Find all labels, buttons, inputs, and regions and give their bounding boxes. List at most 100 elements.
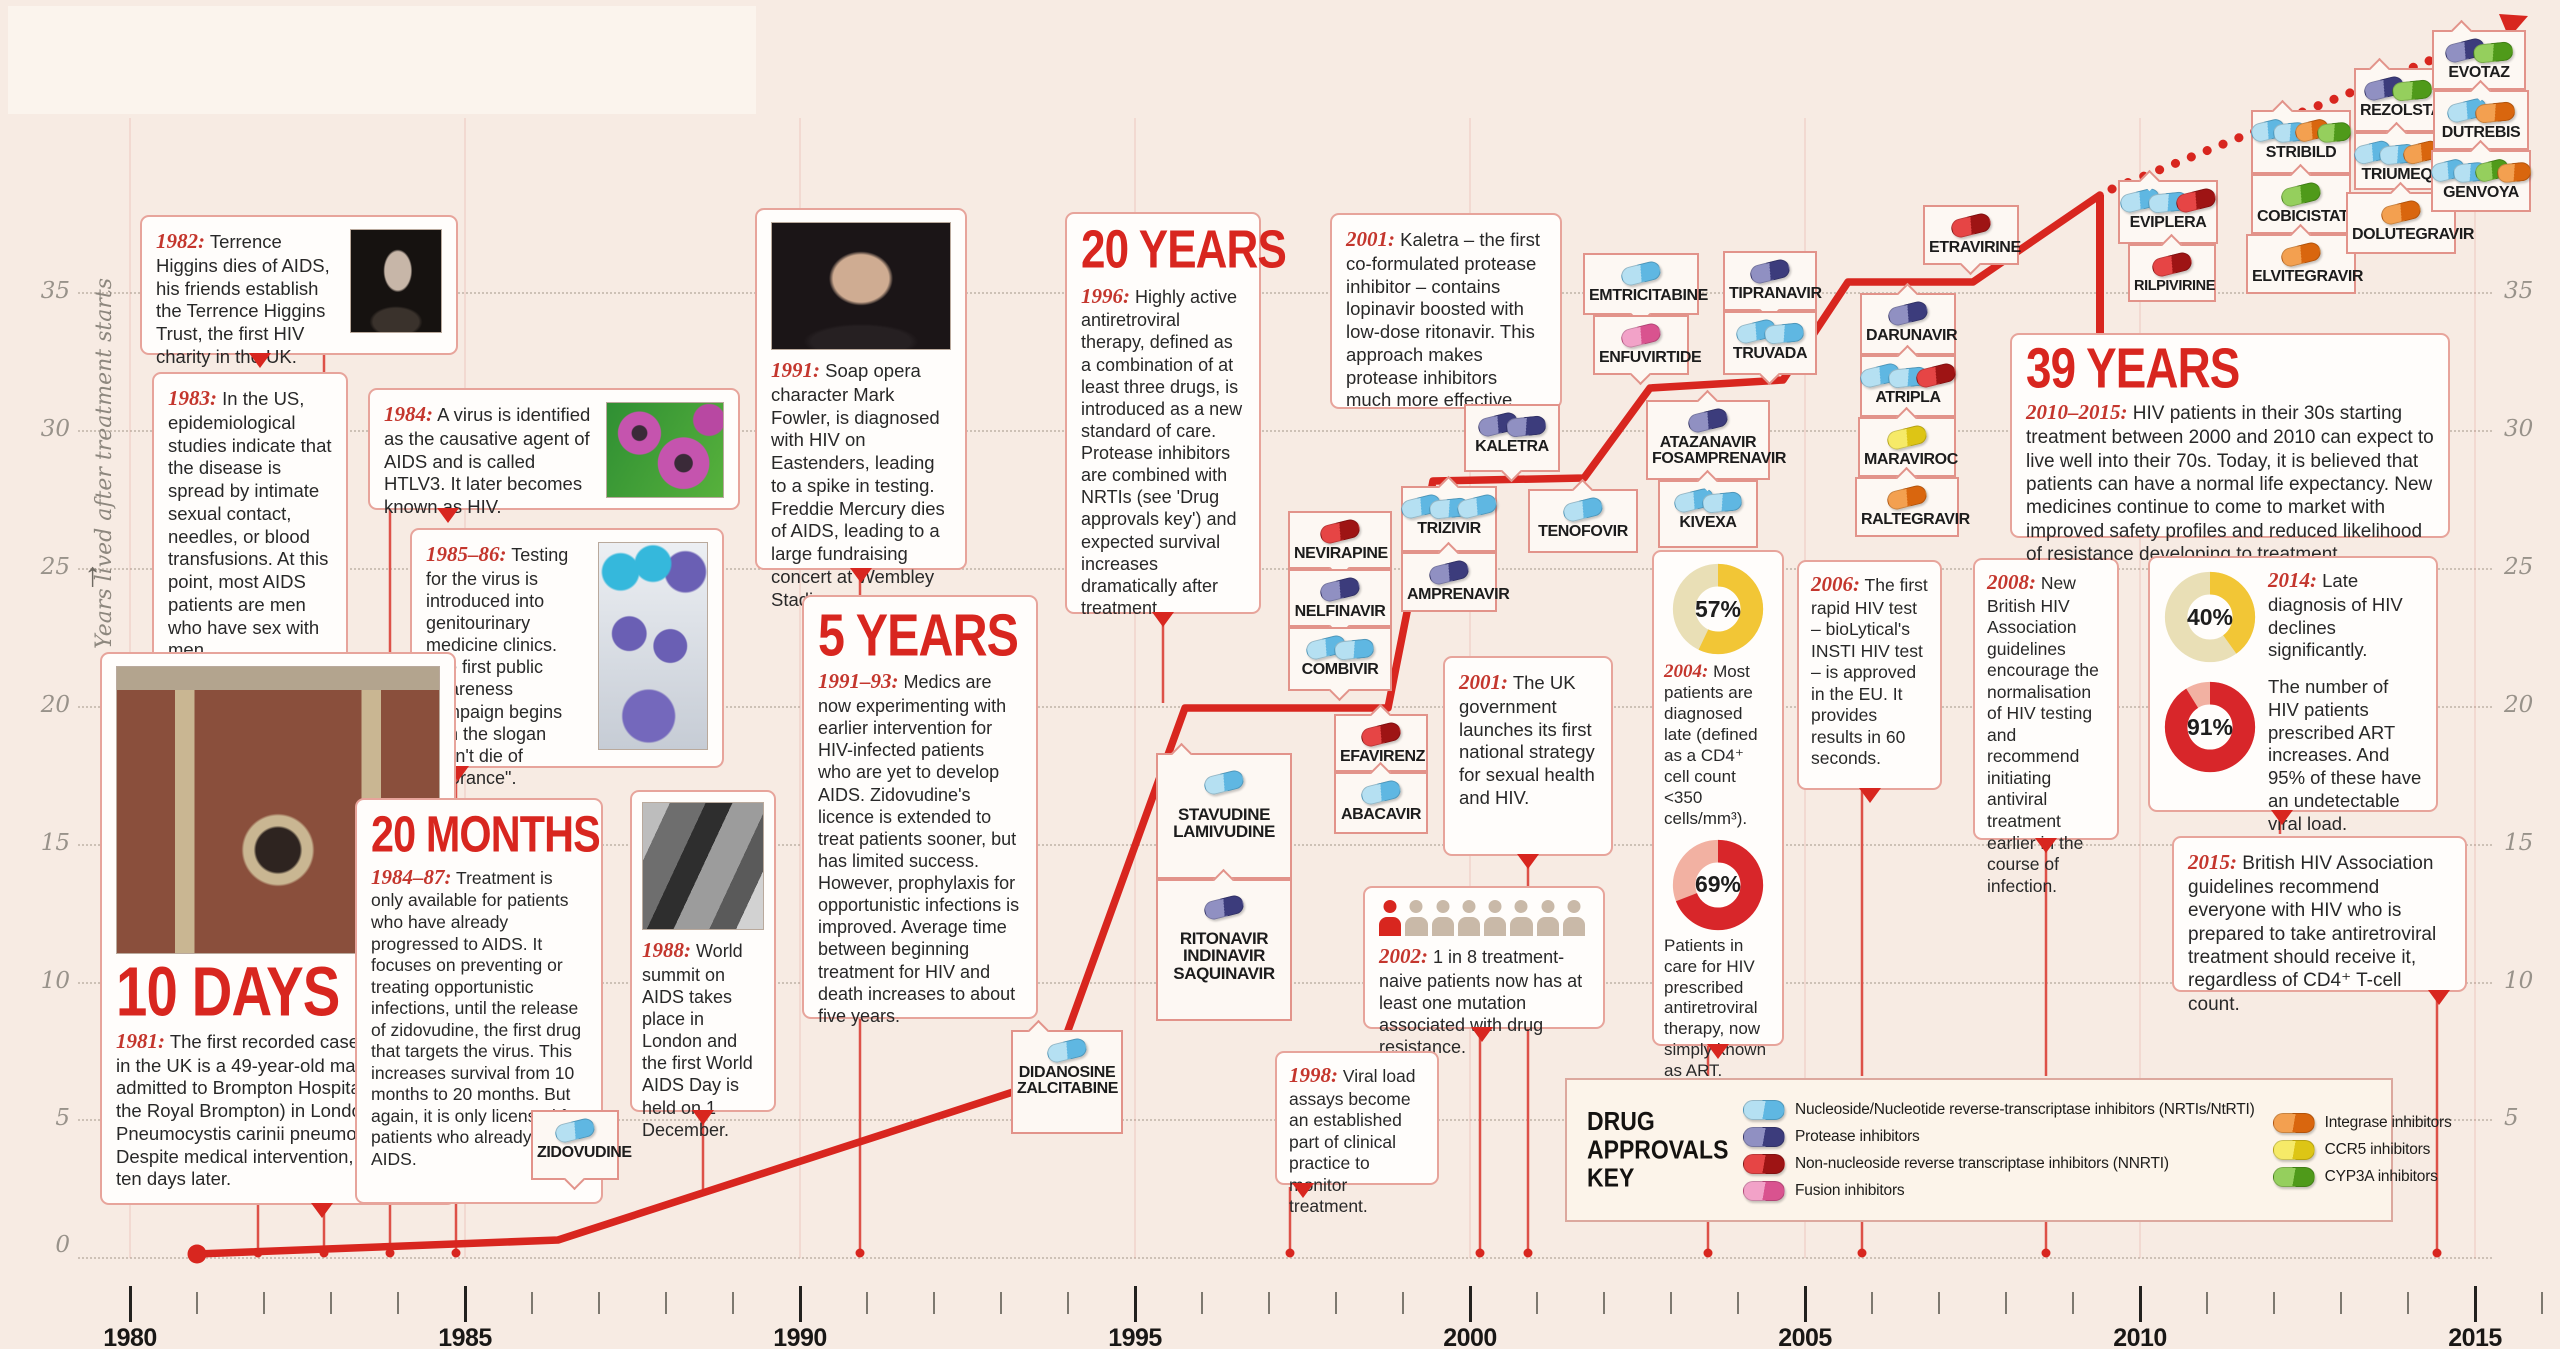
event-2006-box: 2006: The first rapid HIV test – bioLyti… xyxy=(1797,560,1942,803)
nnrti-pill-icon xyxy=(2174,185,2218,215)
vertical-gridline xyxy=(799,118,801,1258)
x-axis-tick xyxy=(1335,1292,1337,1314)
x-axis-tick xyxy=(2541,1292,2543,1314)
drug-callout-nelfinavir: NELFINAVIR xyxy=(1288,569,1392,638)
nrti-pill-icon xyxy=(1455,491,1499,521)
event-2014-box: 40% 91% 2014: Late diagnosis of HIV decl… xyxy=(2148,556,2438,834)
gridline xyxy=(78,1257,2492,1259)
y-axis-label: 20 xyxy=(40,692,70,718)
protease-pill-icon xyxy=(1743,1126,1785,1147)
nrti-pill-icon xyxy=(1333,637,1376,661)
y-axis-label-right: 25 xyxy=(2504,554,2534,580)
x-axis-tick xyxy=(665,1292,667,1314)
x-axis-tick xyxy=(866,1292,868,1314)
x-axis-year: 2015 xyxy=(2448,1324,2502,1349)
x-axis-year: 1985 xyxy=(438,1324,492,1349)
nrti-pill-icon xyxy=(1619,258,1663,288)
x-axis-tick xyxy=(1468,1286,1472,1322)
cyp3a-pill-icon xyxy=(2472,40,2515,64)
headline-10-days: 10 DAYS xyxy=(116,952,340,1031)
y-axis-label-right: 20 xyxy=(2504,692,2534,718)
x-axis-tick xyxy=(598,1292,600,1314)
event-year: 1982: xyxy=(156,229,205,253)
drug-callout-amprenavir: AMPRENAVIR xyxy=(1401,541,1510,612)
event-20-years-box: 20 YEARS 1996: Highly active antiretrovi… xyxy=(1065,212,1287,627)
person-icon xyxy=(1457,900,1481,936)
x-axis-tick xyxy=(2340,1292,2342,1314)
event-2008-box: 2008: New British HIV Association guidel… xyxy=(1973,558,2119,896)
x-axis-tick xyxy=(1133,1286,1137,1322)
pi-pill-icon xyxy=(1748,256,1792,286)
y-axis-label-right: 5 xyxy=(2504,1105,2519,1131)
nnrti-pill-icon xyxy=(1914,360,1958,390)
y-axis-label: 10 xyxy=(40,968,70,994)
x-axis-tick xyxy=(1803,1286,1807,1322)
event-2002-box: 2002: 1 in 8 treatment-naive patients no… xyxy=(1363,886,1605,1057)
drug-callout-darunavir: DARUNAVIR xyxy=(1860,282,1958,355)
cyp3a-pill-icon xyxy=(2316,120,2353,144)
donut-chart-57: 57% xyxy=(1671,562,1765,656)
x-axis-tick xyxy=(397,1292,399,1314)
photo-hiv-virus xyxy=(606,402,724,498)
photo-terrence-higgins xyxy=(350,229,442,333)
y-axis-label-right: 15 xyxy=(2504,830,2534,856)
x-axis-tick xyxy=(1603,1292,1605,1314)
donut-chart-69: 69% xyxy=(1671,838,1765,932)
drug-callout-atazanavir-fosamprenavir: ATAZANAVIR FOSAMPRENAVIR xyxy=(1646,389,1786,480)
person-icon xyxy=(1405,900,1428,936)
drug-callout-eviplera: EVIPLERA xyxy=(2118,169,2218,244)
x-axis-tick xyxy=(1737,1292,1739,1314)
cyp3a-pill-icon xyxy=(2391,78,2434,102)
cyp3a-pill-icon xyxy=(2272,1167,2315,1187)
fusion-pill-icon xyxy=(1743,1180,1785,1201)
drug-callout-stavudine-lamivudine: STAVUDINE LAMIVUDINE xyxy=(1156,742,1292,879)
pointer xyxy=(1707,1044,1729,1059)
pointer xyxy=(437,508,459,523)
x-axis-tick xyxy=(1402,1292,1404,1314)
drug-approvals-key: DRUG APPROVALS KEY Nucleoside/Nucleotide… xyxy=(1565,1078,2452,1222)
drug-callout-elvitegravir: ELVITEGRAVIR xyxy=(2246,223,2363,294)
vertical-gridline xyxy=(2139,118,2141,1258)
integrase-pill-icon xyxy=(2272,1113,2315,1133)
x-axis-tick xyxy=(2005,1292,2007,1314)
x-axis-tick xyxy=(798,1286,802,1322)
photo-test-tubes xyxy=(598,542,708,750)
drug-callout-maraviroc: MARAVIROC xyxy=(1858,406,1958,477)
x-axis-tick xyxy=(2138,1286,2142,1322)
pointer xyxy=(311,1203,333,1218)
x-axis-tick xyxy=(263,1292,265,1314)
x-axis-tick xyxy=(1670,1292,1672,1314)
event-1985-86-box: 1985–86: Testing for the virus is introd… xyxy=(410,528,724,788)
drug-callout-etravirine: ETRAVIRINE xyxy=(1923,205,2021,276)
fusion-pill-icon xyxy=(1619,320,1663,350)
event-1983-box: 1983: In the US, epidemiological studies… xyxy=(152,372,348,694)
drug-callout-raltegravir: RALTEGRAVIR xyxy=(1855,466,1970,537)
x-axis-year: 2000 xyxy=(1443,1324,1497,1349)
gridline xyxy=(78,430,2492,432)
x-axis-tick xyxy=(2473,1286,2477,1322)
donut-chart-40: 40% xyxy=(2163,570,2257,664)
gridline xyxy=(78,292,2492,294)
event-2015-box: 2015: British HIV Association guidelines… xyxy=(2172,836,2467,1015)
nrti-pill-icon xyxy=(1701,490,1744,514)
y-axis-label-right: 10 xyxy=(2504,968,2534,994)
y-axis-label-right: 30 xyxy=(2504,416,2534,442)
key-column-2: Integrase inhibitors CCR5 inhibitors CYP… xyxy=(2272,1113,2452,1187)
drug-callout-triumeq: TRIUMEQ xyxy=(2352,121,2442,190)
drug-callout-didanosine-zalcitabine: DIDANOSINE ZALCITABINE xyxy=(1011,1019,1123,1134)
event-1982-box: 1982: Terrence Higgins dies of AIDS, his… xyxy=(140,215,458,368)
people-icons xyxy=(1379,900,1589,936)
x-axis-tick xyxy=(933,1292,935,1314)
pointer xyxy=(2035,838,2057,853)
photo-mark-fowler xyxy=(771,222,951,350)
event-1982-text: 1982: Terrence Higgins dies of AIDS, his… xyxy=(156,229,330,367)
drug-callout-tenofovir: TENOFOVIR xyxy=(1528,478,1638,553)
pointer xyxy=(2428,990,2450,1005)
vertical-gridline xyxy=(2474,118,2476,1258)
gridline xyxy=(78,568,2492,570)
pi-pill-icon xyxy=(1202,892,1246,922)
event-1984-box: 1984: A virus is identified as the causa… xyxy=(368,388,740,523)
x-axis-year: 1980 xyxy=(103,1324,157,1349)
x-axis-tick xyxy=(732,1292,734,1314)
person-icon xyxy=(1484,900,1507,936)
